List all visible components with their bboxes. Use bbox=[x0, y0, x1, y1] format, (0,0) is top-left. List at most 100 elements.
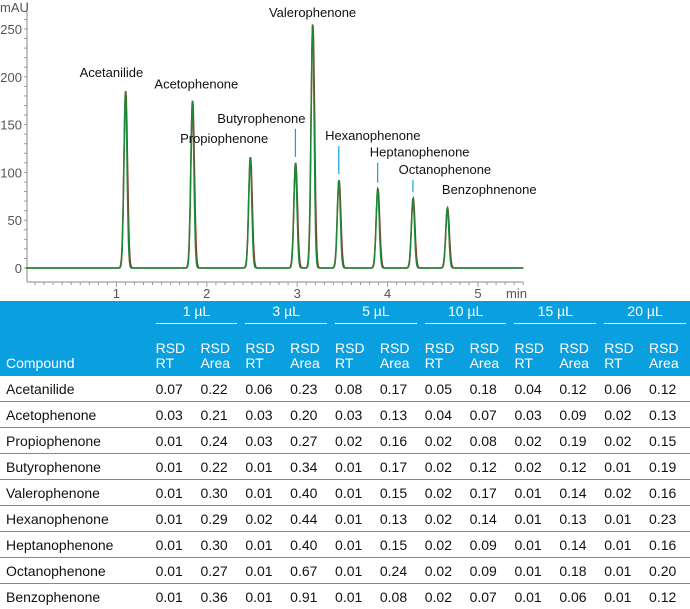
value-cell: 0.67 bbox=[286, 558, 331, 584]
value-cell: 0.01 bbox=[600, 506, 645, 532]
value-cell: 0.30 bbox=[196, 532, 241, 558]
value-cell: 0.40 bbox=[286, 532, 331, 558]
compound-cell: Benzophenone bbox=[0, 584, 152, 609]
value-cell: 0.22 bbox=[196, 454, 241, 480]
value-cell: 0.16 bbox=[645, 532, 690, 558]
y-axis-label: mAU bbox=[0, 0, 29, 15]
value-cell: 0.01 bbox=[600, 532, 645, 558]
peak-label: Hexanophenone bbox=[325, 128, 420, 143]
value-cell: 0.16 bbox=[376, 428, 421, 454]
x-tick-label: 2 bbox=[203, 286, 210, 300]
value-cell: 0.06 bbox=[241, 376, 286, 402]
value-cell: 0.30 bbox=[196, 480, 241, 506]
value-cell: 0.13 bbox=[555, 506, 600, 532]
value-cell: 0.22 bbox=[196, 376, 241, 402]
value-cell: 0.02 bbox=[600, 480, 645, 506]
volume-group-header: 10 µL bbox=[421, 301, 511, 327]
value-cell: 0.14 bbox=[555, 532, 600, 558]
value-cell: 0.12 bbox=[645, 584, 690, 609]
compound-cell: Octanophenone bbox=[0, 558, 152, 584]
value-cell: 0.06 bbox=[555, 584, 600, 609]
y-tick-label: 150 bbox=[0, 118, 22, 133]
value-cell: 0.01 bbox=[152, 584, 197, 609]
value-cell: 0.01 bbox=[241, 454, 286, 480]
compound-cell: Butyrophenone bbox=[0, 454, 152, 480]
value-cell: 0.03 bbox=[331, 402, 376, 428]
value-cell: 0.02 bbox=[331, 428, 376, 454]
value-cell: 0.08 bbox=[376, 584, 421, 609]
value-cell: 0.07 bbox=[152, 376, 197, 402]
value-cell: 0.01 bbox=[241, 584, 286, 609]
value-cell: 0.07 bbox=[466, 402, 511, 428]
compound-cell: Valerophenone bbox=[0, 480, 152, 506]
value-cell: 0.01 bbox=[331, 584, 376, 609]
value-cell: 0.02 bbox=[421, 506, 466, 532]
value-cell: 0.29 bbox=[196, 506, 241, 532]
value-cell: 0.01 bbox=[152, 454, 197, 480]
value-cell: 0.09 bbox=[466, 558, 511, 584]
volume-group-header: 20 µL bbox=[600, 301, 690, 327]
volume-group-header: 1 µL bbox=[152, 301, 242, 327]
value-cell: 0.27 bbox=[286, 428, 331, 454]
y-tick-label: 100 bbox=[0, 165, 22, 180]
value-cell: 0.07 bbox=[466, 584, 511, 609]
compound-header: Compound bbox=[0, 301, 152, 376]
value-cell: 0.18 bbox=[466, 376, 511, 402]
value-cell: 0.24 bbox=[376, 558, 421, 584]
value-cell: 0.40 bbox=[286, 480, 331, 506]
value-cell: 0.01 bbox=[241, 480, 286, 506]
value-cell: 0.02 bbox=[421, 428, 466, 454]
value-cell: 0.01 bbox=[331, 532, 376, 558]
value-cell: 0.02 bbox=[421, 584, 466, 609]
value-cell: 0.01 bbox=[241, 532, 286, 558]
value-cell: 0.34 bbox=[286, 454, 331, 480]
compound-cell: Acetanilide bbox=[0, 376, 152, 402]
x-tick-label: 5 bbox=[474, 286, 481, 300]
value-cell: 0.04 bbox=[510, 376, 555, 402]
value-cell: 0.01 bbox=[600, 558, 645, 584]
value-cell: 0.15 bbox=[645, 428, 690, 454]
x-axis-label: min bbox=[506, 286, 527, 300]
value-cell: 0.01 bbox=[510, 584, 555, 609]
value-cell: 0.01 bbox=[600, 584, 645, 609]
value-cell: 0.01 bbox=[600, 454, 645, 480]
peak-label: Acetanilide bbox=[80, 65, 144, 80]
value-cell: 0.27 bbox=[196, 558, 241, 584]
value-cell: 0.19 bbox=[555, 428, 600, 454]
peak-label: Acetophenone bbox=[154, 77, 238, 92]
value-cell: 0.03 bbox=[510, 402, 555, 428]
value-cell: 0.03 bbox=[241, 428, 286, 454]
value-cell: 0.02 bbox=[600, 402, 645, 428]
value-cell: 0.18 bbox=[555, 558, 600, 584]
value-cell: 0.04 bbox=[421, 402, 466, 428]
value-cell: 0.01 bbox=[510, 480, 555, 506]
value-cell: 0.02 bbox=[510, 428, 555, 454]
value-cell: 0.02 bbox=[421, 532, 466, 558]
value-cell: 0.09 bbox=[555, 402, 600, 428]
value-cell: 0.01 bbox=[331, 454, 376, 480]
volume-group-header: 15 µL bbox=[510, 301, 600, 327]
x-tick-label: 1 bbox=[113, 286, 120, 300]
value-cell: 0.19 bbox=[645, 454, 690, 480]
value-cell: 0.05 bbox=[421, 376, 466, 402]
value-cell: 0.14 bbox=[466, 506, 511, 532]
value-cell: 0.15 bbox=[376, 480, 421, 506]
peak-label: Benzophnenone bbox=[442, 182, 537, 197]
compound-cell: Acetophenone bbox=[0, 402, 152, 428]
